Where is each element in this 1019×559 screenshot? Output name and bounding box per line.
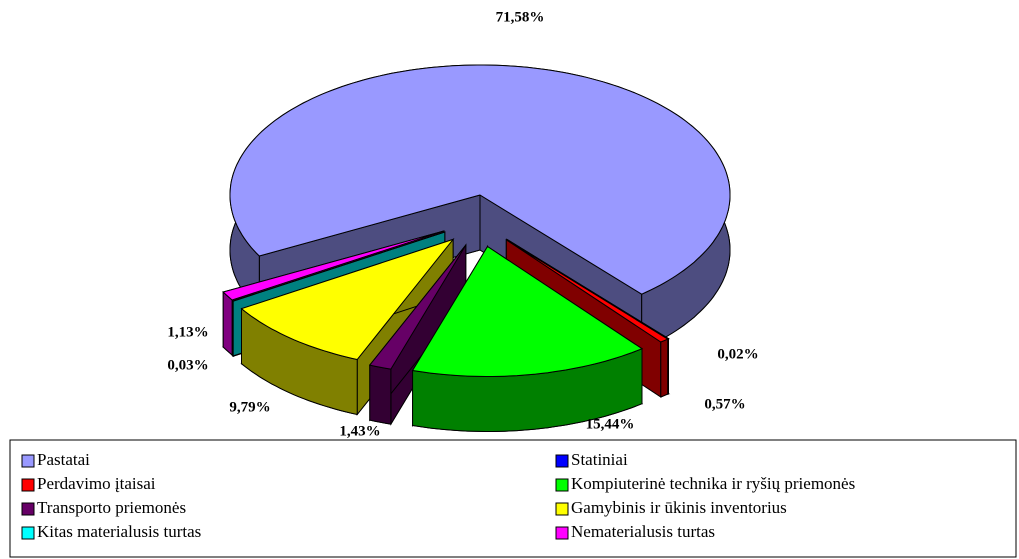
slice-side — [660, 338, 669, 398]
data-label: 0,03% — [167, 357, 208, 373]
legend-swatch — [555, 502, 569, 516]
legend-swatch — [555, 478, 569, 492]
legend-label: Statiniai — [571, 450, 628, 469]
data-label: 71,58% — [496, 9, 545, 25]
legend-swatch — [21, 478, 35, 492]
legend-label: Gamybinis ir ūkinis inventorius — [571, 498, 787, 517]
legend-label: Perdavimo įtaisai — [37, 474, 156, 493]
data-label: 9,79% — [229, 399, 270, 415]
legend-swatch — [21, 502, 35, 516]
slice — [240, 238, 455, 361]
legend-swatch — [21, 454, 35, 468]
data-label: 0,57% — [704, 396, 745, 412]
pie — [222, 64, 731, 432]
legend-label: Kompiuterinė technika ir ryšių priemonės — [571, 474, 855, 493]
data-label: 1,43% — [339, 423, 380, 439]
slice-side — [222, 290, 233, 357]
legend-label: Transporto priemonės — [37, 498, 186, 517]
legend-swatch — [555, 454, 569, 468]
legend-label: Kitas materialusis turtas — [37, 522, 201, 541]
slice — [229, 64, 731, 295]
slice — [506, 239, 669, 343]
slice — [231, 231, 445, 302]
legend-swatch — [21, 526, 35, 540]
legend-label: Pastatai — [37, 450, 90, 469]
slice — [222, 230, 445, 301]
legend-label: Nematerialusis turtas — [571, 522, 715, 541]
slice-side — [369, 364, 392, 425]
slice — [506, 238, 671, 340]
slice — [368, 244, 467, 370]
slice — [411, 245, 644, 377]
data-label: 15,44% — [586, 416, 635, 432]
data-label: 0,02% — [717, 346, 758, 362]
legend-box — [9, 439, 1017, 558]
legend-swatch — [555, 526, 569, 540]
data-label: 1,13% — [167, 324, 208, 340]
